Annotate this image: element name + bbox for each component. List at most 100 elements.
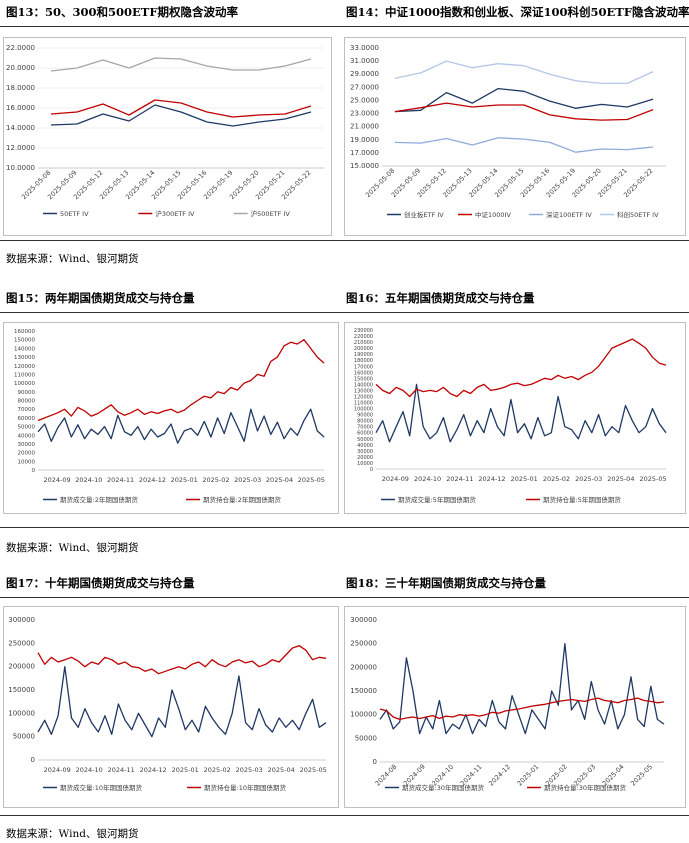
c15-y-tick-label: 10000: [18, 459, 36, 465]
c18-legend-label: 期货持仓量:30年期国债期货: [544, 783, 626, 792]
c16-y-tick-label: 110000: [354, 401, 373, 407]
c16-x-tick-label: 2025-05: [640, 475, 667, 483]
chart15-title: 图15：两年期国债期货成交与持仓量: [6, 291, 195, 305]
c16-y-tick-label: 230000: [354, 328, 373, 334]
chart16-title: 图16：五年期国债期货成交与持仓量: [346, 291, 535, 305]
c13-y-tick-label: 16.0000: [6, 104, 35, 112]
c16-y-tick-label: 70000: [357, 425, 373, 431]
c14-series-line-2: [394, 137, 654, 153]
c13-legend-label: 50ETF IV: [60, 210, 89, 218]
c14-plot: 15.0000 17.0000 19.0000 21.0000 23.0000 25.00…: [350, 44, 666, 219]
divider: [0, 312, 689, 313]
c18-plot: 0 50000 100000 150000 200000 250000 300000 2024…: [350, 616, 665, 792]
c16-x-tick-label: 2024-09: [382, 475, 409, 483]
c18-x-tick-label: 2024-08: [374, 763, 399, 788]
c15-x-tick-label: 2025-02: [202, 476, 229, 484]
c16-x-tick-label: 2025-03: [575, 475, 602, 483]
c18-x-tick-label: 2025-01: [516, 763, 541, 788]
c13-series-line-2: [50, 57, 312, 72]
c15-legend-label: 期货持仓量:2年期国债期货: [203, 495, 281, 504]
c17-series-line-0: [37, 666, 327, 738]
c13-legend-label: 沪300ETF IV: [155, 209, 195, 218]
c17-plot: 0 50000 100000 150000 200000 250000 300000 2024…: [8, 616, 327, 792]
c14-y-tick-label: 27.0000: [350, 83, 379, 91]
c17-x-tick-label: 2025-02: [204, 766, 231, 774]
c18-y-tick-label: 100000: [350, 711, 377, 719]
c17-x-tick-label: 2024-12: [140, 766, 167, 774]
c15-legend-label: 期货成交量:2年期国债期货: [60, 495, 138, 504]
c17-y-tick-label: 0: [31, 756, 35, 764]
c16-y-tick-label: 150000: [354, 376, 373, 382]
c17-x-tick-label: 2025-01: [172, 766, 199, 774]
c14-legend-label: 深证100ETF IV: [546, 210, 592, 219]
c18-x-tick-label: 2025-05: [629, 763, 654, 788]
c18-y-tick-label: 300000: [350, 616, 377, 624]
c14-y-tick-label: 15.0000: [350, 162, 379, 170]
c15-y-tick-label: 40000: [18, 433, 36, 439]
c16-legend-label: 期货持仓量:5年期国债期货: [543, 495, 621, 504]
c15-y-tick-label: 30000: [18, 442, 36, 448]
c16-series-line-1: [375, 338, 667, 398]
c16-x-tick-label: 2024-11: [446, 475, 473, 483]
c15-series-line-0: [37, 408, 325, 444]
c15-x-tick-label: 2025-01: [171, 476, 198, 484]
c16-y-tick-label: 90000: [357, 413, 373, 419]
c18-series-line-1: [379, 697, 665, 721]
c13-y-tick-label: 10.0000: [6, 164, 35, 172]
c14-y-tick-label: 33.0000: [350, 44, 379, 52]
c17-legend-label: 期货成交量:10年期国债期货: [60, 783, 142, 792]
divider: [0, 527, 689, 528]
c17-legend-label: 期货持仓量:10年期国债期货: [204, 783, 286, 792]
c14-y-tick-label: 23.0000: [350, 110, 379, 118]
c17-y-tick-label: 250000: [8, 639, 35, 647]
c16-legend-label: 期货成交量:5年期国债期货: [398, 495, 476, 504]
c14-y-tick-label: 17.0000: [350, 149, 379, 157]
c13-y-tick-label: 12.0000: [6, 144, 35, 152]
c16-y-tick-label: 160000: [354, 370, 373, 376]
c15-y-tick-label: 130000: [14, 355, 35, 361]
c18-y-tick-label: 0: [373, 758, 377, 766]
c16-y-tick-label: 30000: [357, 449, 373, 455]
c16-x-tick-label: 2025-02: [543, 475, 570, 483]
c17-x-tick-label: 2025-03: [236, 766, 263, 774]
source-note: 数据来源：Wind、银河期货: [6, 253, 139, 265]
c17-y-tick-label: 200000: [8, 663, 35, 671]
c15-y-tick-label: 60000: [18, 416, 36, 422]
c15-x-tick-label: 2024-10: [75, 476, 102, 484]
chart14-frame: [344, 37, 686, 236]
c16-x-tick-label: 2024-10: [414, 475, 441, 483]
c16-y-tick-label: 60000: [357, 431, 373, 437]
c15-y-tick-label: 120000: [14, 364, 35, 370]
c17-x-tick-label: 2024-09: [44, 766, 71, 774]
c14-series-line-0: [394, 87, 654, 113]
chart13-title: 图13：50、300和500ETF期权隐含波动率: [6, 5, 239, 19]
c16-y-tick-label: 140000: [354, 382, 373, 388]
c18-y-tick-label: 250000: [350, 640, 377, 648]
c15-y-tick-label: 0: [32, 468, 36, 474]
c18-y-tick-label: 200000: [350, 663, 377, 671]
c16-y-tick-label: 20000: [357, 455, 373, 461]
c13-plot: 10.0000 12.0000 14.0000 16.0000 18.0000 20.00…: [6, 44, 324, 218]
c15-y-tick-label: 90000: [18, 390, 36, 396]
c16-y-tick-label: 100000: [354, 407, 373, 413]
c16-y-tick-label: 220000: [354, 334, 373, 340]
c18-series-line-0: [379, 643, 665, 735]
c15-y-tick-label: 100000: [14, 381, 35, 387]
c14-y-tick-label: 31.0000: [350, 57, 379, 65]
c14-y-tick-label: 25.0000: [350, 96, 379, 104]
c16-y-tick-label: 210000: [354, 340, 373, 346]
c16-y-tick-label: 80000: [357, 419, 373, 425]
c16-y-tick-label: 50000: [357, 437, 373, 443]
c13-legend-label: 沪500ETF IV: [251, 209, 291, 218]
c14-series-line-3: [394, 60, 654, 85]
c15-y-tick-label: 80000: [18, 399, 36, 405]
c17-y-tick-label: 100000: [8, 709, 35, 717]
c14-legend-label: 创业板ETF IV: [404, 210, 444, 219]
c17-x-tick-label: 2025-05: [300, 766, 327, 774]
chart14-title: 图14：中证1000指数和创业板、深证100科创50ETF隐含波动率: [346, 5, 689, 19]
c14-y-tick-label: 29.0000: [350, 70, 379, 78]
chart15-frame: [3, 322, 339, 514]
c17-series-line-1: [37, 645, 327, 675]
c16-y-tick-label: 190000: [354, 352, 373, 358]
c17-y-tick-label: 50000: [13, 733, 35, 741]
